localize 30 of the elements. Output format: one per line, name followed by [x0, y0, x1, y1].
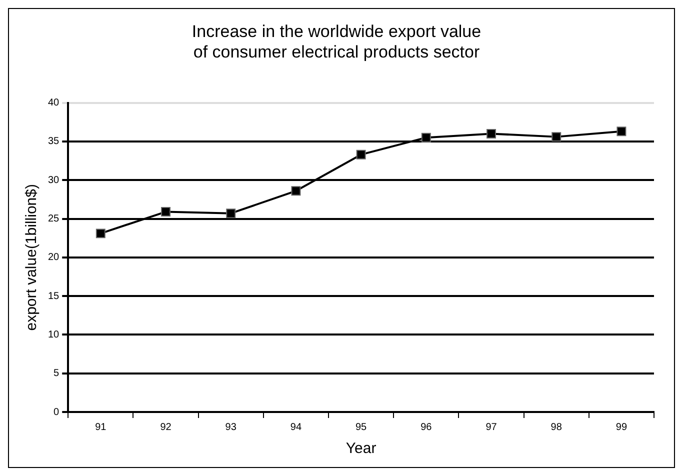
y-tick-label: 40 [48, 98, 60, 109]
point [161, 207, 171, 217]
x-tick-label: 94 [290, 422, 302, 433]
point [552, 132, 562, 142]
point [226, 208, 236, 218]
chart-title: Increase in the worldwide export value of consumer electrical products sector [192, 22, 482, 62]
x-tick-label: 95 [356, 422, 368, 433]
y-tick-label: 20 [48, 252, 60, 264]
x-tick-label: 93 [225, 422, 237, 433]
y-tick-label: 35 [48, 136, 60, 148]
x-tick-label: 91 [95, 422, 107, 433]
point [291, 186, 301, 196]
x-tick-label: 92 [160, 422, 172, 433]
point [421, 132, 431, 142]
point [616, 126, 626, 136]
x-axis-title: Year [346, 440, 376, 458]
y-tick-label: 0 [54, 406, 60, 418]
y-tick-label: 10 [48, 329, 60, 340]
x-tick-label: 98 [550, 422, 562, 433]
y-tick-label: 15 [48, 290, 60, 302]
y-tick-label: 25 [48, 214, 60, 224]
x-tick-label: 99 [616, 422, 628, 433]
point [356, 150, 366, 160]
point [96, 228, 106, 238]
x-tick-label: 97 [486, 422, 498, 433]
y-tick-label: 30 [48, 174, 60, 186]
x-tick-label: 96 [420, 422, 432, 433]
y-axis-title: export value(1billion$) [23, 184, 40, 331]
point [486, 128, 496, 138]
y-tick-label: 5 [54, 368, 60, 380]
